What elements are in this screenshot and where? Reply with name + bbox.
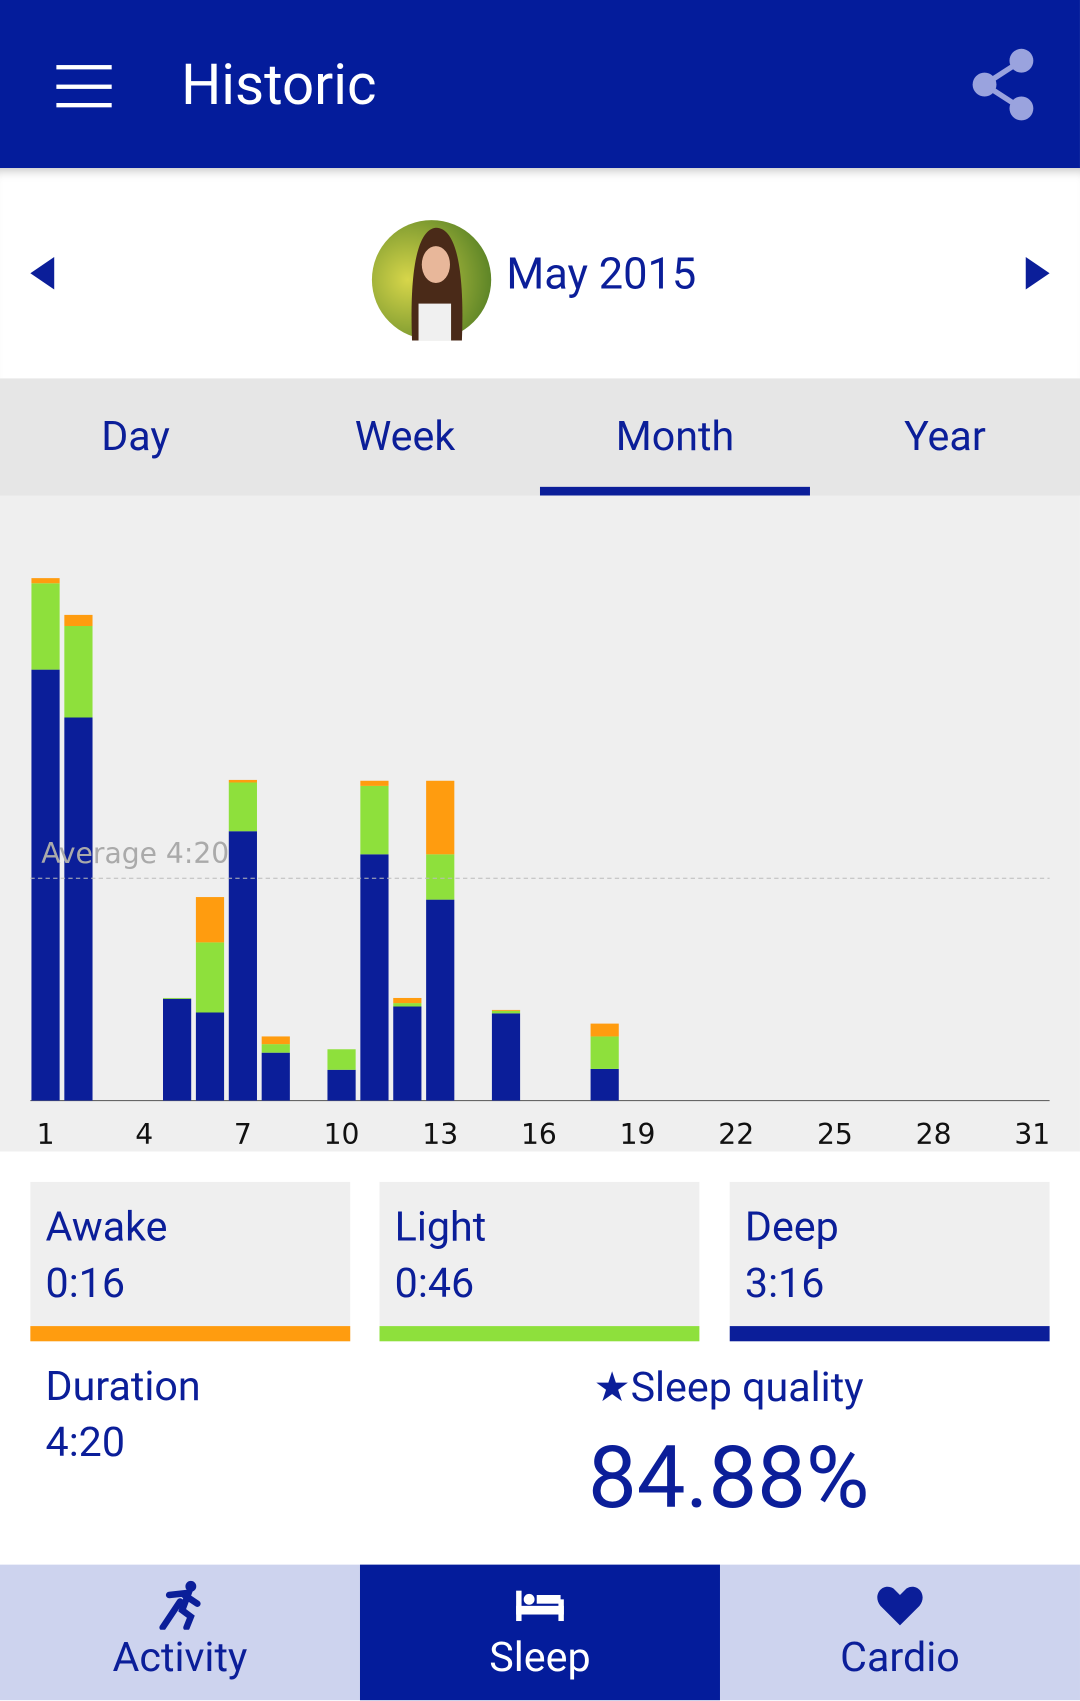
bar-segment [393,997,422,1004]
next-button[interactable] [1021,255,1051,292]
bar-segment [163,997,192,999]
period-bar: May 2015 [0,168,1080,379]
menu-button[interactable] [52,61,117,113]
bar-segment [360,854,389,1101]
legend-swatch [729,1326,1050,1342]
bar-segment [163,998,192,1101]
bar-segment [64,717,93,1101]
duration-label: Duration [45,1362,201,1411]
legend-card: Light 0:46 [379,1181,700,1342]
bar-segment [228,779,257,783]
x-tick-label: 22 [718,1118,754,1151]
bar-segment [590,1023,619,1037]
quality-value: 84.88% [587,1426,870,1529]
x-tick-label: 10 [324,1118,360,1151]
x-tick-label: 13 [422,1118,458,1151]
tab-bar: Day Week Month Year [0,378,1080,496]
nav-item[interactable]: Activity [112,1634,248,1682]
bar-segment [426,899,455,1101]
tab-selected[interactable]: Month [615,413,735,461]
activity-icon [159,1580,201,1630]
bar-segment [64,626,93,718]
x-tick-label: 25 [817,1118,853,1151]
legend-label: Light [394,1203,487,1252]
bar-segment [393,1006,422,1101]
tab[interactable]: Day [101,413,170,461]
x-tick-label: 1 [37,1118,55,1151]
nav-item[interactable]: Cardio [840,1634,960,1682]
avatar[interactable] [371,219,492,341]
bar-segment [195,942,225,1013]
average-label: Average 4:20 [41,837,229,870]
bar-segment [31,578,60,584]
bottom-nav: Activity Sleep Cardio [0,1564,1080,1701]
bar-segment [426,780,455,855]
cardio-icon [877,1586,923,1626]
legend-swatch [30,1326,351,1342]
x-tick-label: 31 [1014,1118,1050,1151]
legend-card: Deep 3:16 [729,1181,1050,1342]
legend-swatch [379,1326,700,1342]
bar-segment [261,1044,290,1053]
bar-segment [491,1010,521,1014]
period-label: May 2015 [506,248,697,300]
bar-segment [360,785,389,855]
duration-value: 4:20 [45,1419,125,1468]
x-tick-label: 16 [521,1118,557,1151]
app-title: Historic [181,52,377,119]
bar-segment [360,780,389,786]
bar-segment [426,854,455,900]
bar-segment [491,1009,521,1011]
legend-card: Awake 0:16 [30,1181,351,1342]
nav-item-selected[interactable]: Sleep [489,1634,591,1682]
x-tick-label: 28 [916,1118,952,1151]
bar-segment [590,1068,619,1101]
tab[interactable]: Year [904,413,986,461]
bar-segment [590,1036,619,1069]
quality-label: Sleep quality [630,1364,864,1412]
bar-segment [393,1003,422,1007]
tab-indicator [539,486,810,496]
tab[interactable]: Week [354,413,456,461]
bar-segment [261,1036,290,1045]
bar-segment [64,614,93,627]
bar-segment [31,583,60,670]
bar-segment [31,669,60,1101]
stat-value: 0:16 [45,1259,125,1308]
quality-heading: ★Sleep quality [593,1364,864,1412]
bar-segment [195,1012,225,1101]
x-tick-label: 19 [620,1118,656,1151]
nav-selected-bg [359,1564,720,1701]
bar-segment [228,782,257,832]
app-bar: Historic [0,0,1080,169]
prev-button[interactable] [28,255,58,292]
bar-segment [228,831,257,1101]
share-button[interactable] [965,46,1043,124]
stat-value: 3:16 [744,1259,825,1308]
bar-segment [261,1052,290,1101]
x-tick-label: 7 [234,1118,252,1151]
bar-segment [327,1049,356,1070]
legend-label: Awake [45,1203,168,1252]
bar-segment [491,1013,521,1101]
sleep-icon [516,1590,564,1622]
bar-segment [327,1069,356,1101]
chart: 1 4 7 10 13 16 19 22 25 28 31 Average 4:20 [0,495,1080,1152]
x-tick-label: 4 [135,1118,153,1151]
bar-segment [195,897,225,943]
stat-value: 0:46 [394,1259,475,1308]
legend-label: Deep [744,1203,839,1252]
